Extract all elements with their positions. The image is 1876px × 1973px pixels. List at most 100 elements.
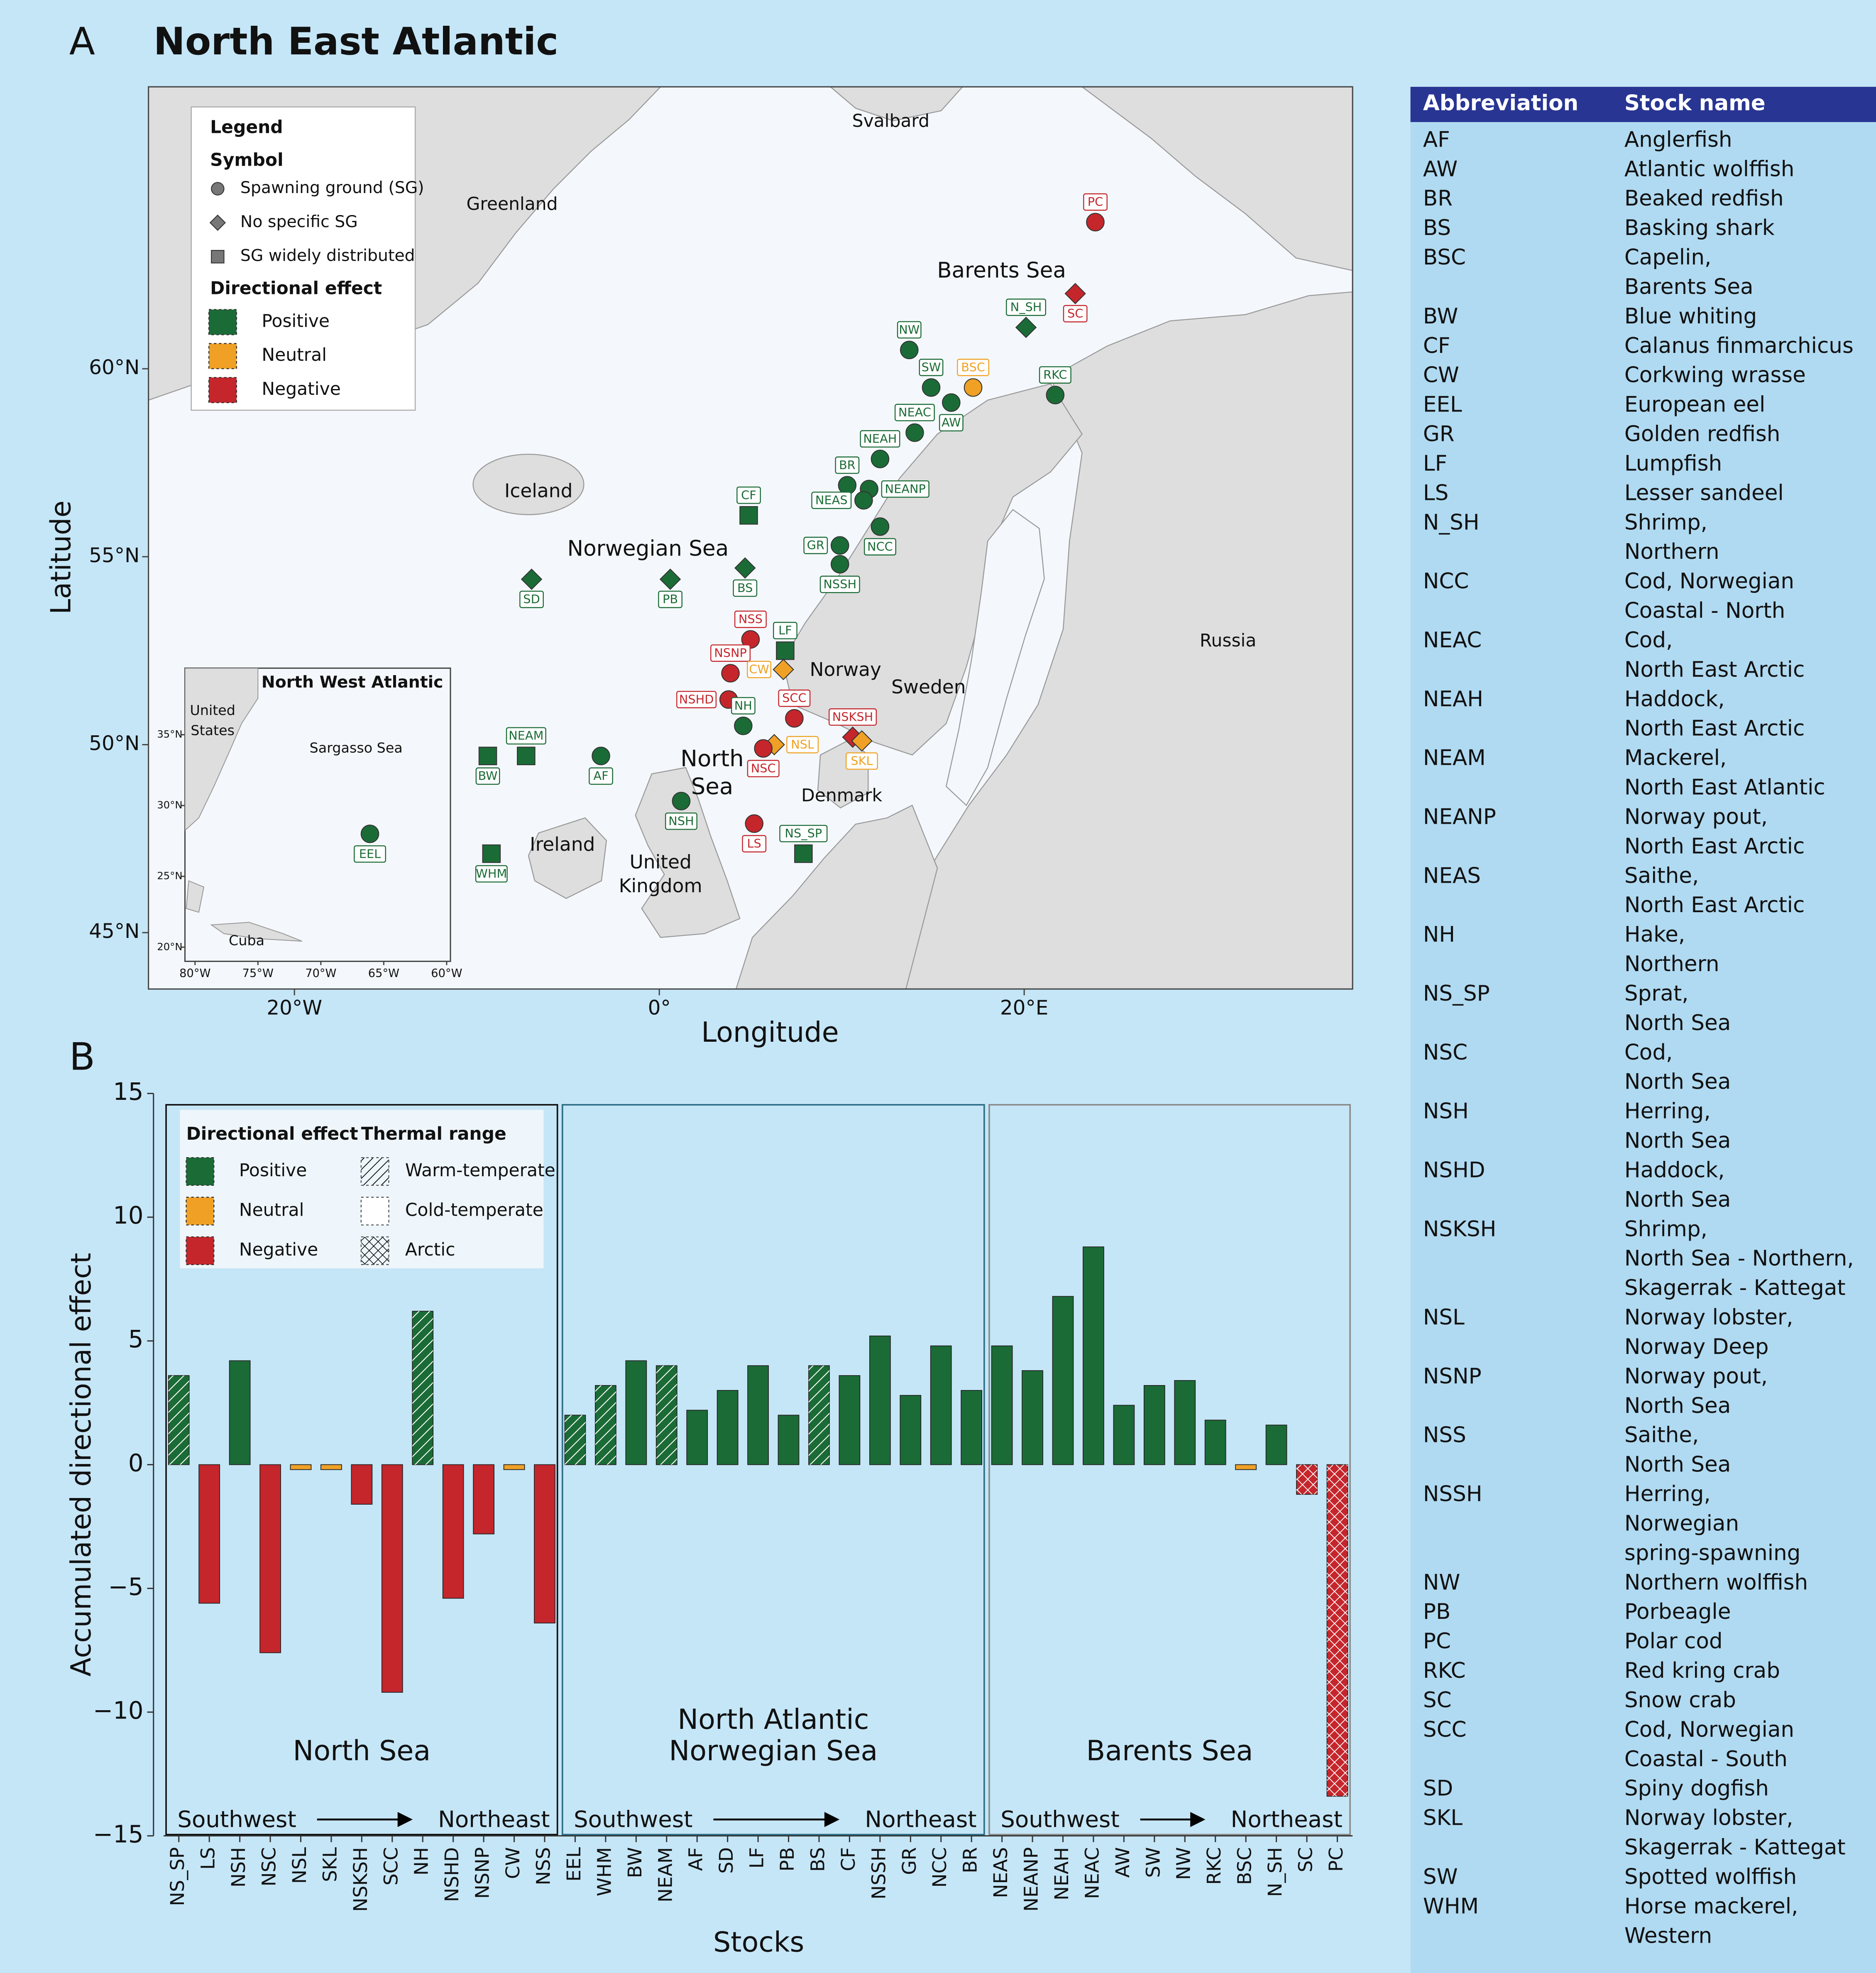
bar [717, 1390, 739, 1465]
stock-label-box [747, 661, 771, 678]
bar [351, 1464, 373, 1505]
y-tick-label: 55°N [89, 544, 139, 567]
table-stock-name: Cod, [1624, 628, 1673, 653]
table-abbreviation: CW [1423, 363, 1459, 388]
stock-label: NEAS [815, 493, 848, 507]
x-tick-label: BSC [1234, 1847, 1256, 1885]
land [186, 880, 205, 913]
region-name: Barents Sea [1086, 1735, 1253, 1767]
place-label: Norway [810, 658, 881, 681]
stock-label-box [881, 480, 929, 498]
direction-from: Southwest [1000, 1806, 1120, 1832]
stock-label-box [475, 865, 508, 883]
bar [961, 1390, 983, 1465]
table-stock-name: Lumpfish [1624, 451, 1722, 476]
bar [778, 1415, 800, 1465]
stock-label: GR [807, 538, 824, 552]
direction-from: Southwest [574, 1806, 693, 1832]
inset-tick-label: 75°W [242, 967, 274, 980]
legend-entry: Negative [262, 379, 340, 399]
place-label: States [191, 722, 235, 738]
bar [534, 1464, 555, 1623]
table-abbreviation: NEAH [1423, 687, 1483, 712]
y-tick-label: 10 [113, 1202, 143, 1229]
place-label: Russia [1200, 631, 1256, 651]
bar [686, 1410, 708, 1465]
place-label: Iceland [504, 480, 573, 502]
inset-tick-label: 25°N [157, 870, 182, 882]
place-label: Sea [691, 773, 734, 799]
x-tick-label: SD [715, 1847, 737, 1874]
bar-hatch [808, 1366, 829, 1465]
bar [747, 1365, 769, 1465]
table-abbreviation: NSL [1423, 1305, 1465, 1330]
stock-label-box [519, 590, 544, 608]
bar [473, 1464, 495, 1535]
place-label: Norwegian Sea [567, 536, 729, 561]
table-stock-name: North Sea [1624, 1452, 1731, 1477]
table-stock-name: Atlantic wolffish [1624, 157, 1795, 181]
stock-label-box [803, 536, 828, 554]
table-stock-name: Herring, [1624, 1482, 1711, 1507]
table-abbreviation: NEAS [1423, 863, 1481, 888]
table-stock-name: Norway lobster, [1624, 1806, 1793, 1831]
table-stock-name: Western [1624, 1923, 1712, 1948]
legend-entry: Negative [239, 1240, 318, 1260]
table-abbreviation: SW [1423, 1864, 1458, 1889]
stock-marker [592, 747, 610, 765]
stock-label: RKC [1043, 368, 1067, 382]
y-tick-label: 5 [128, 1325, 144, 1353]
table-stock-name: Skagerrak - Kattegat [1624, 1275, 1846, 1300]
table-stock-name: spring-spawning [1624, 1540, 1801, 1565]
stock-marker [905, 423, 924, 442]
region-frame [561, 1104, 985, 1836]
bar [290, 1464, 312, 1470]
bar [442, 1464, 464, 1599]
stock-marker [721, 664, 740, 683]
x-tick-label: PC [1325, 1847, 1347, 1872]
place-label: United [190, 702, 235, 718]
stock-marker [922, 378, 941, 397]
stock-label: AF [593, 769, 608, 783]
stock-label: NS_SP [785, 826, 822, 840]
table-stock-name: Norway pout, [1624, 805, 1768, 830]
table-stock-name: Capelin, [1624, 245, 1712, 270]
bar [320, 1464, 342, 1470]
bar [1235, 1464, 1257, 1470]
table-abbreviation: NEAC [1423, 628, 1482, 653]
region-frame [165, 1104, 558, 1836]
stock-label-box [819, 575, 860, 593]
place-label: Sargasso Sea [310, 740, 403, 756]
x-tick-label: EEL [563, 1847, 585, 1881]
table-stock-name: Mackerel, [1624, 746, 1727, 771]
table-stock-name: Barents Sea [1624, 274, 1754, 299]
y-tick-label: 45°N [89, 920, 139, 943]
x-tick-label: NS_SP [166, 1847, 188, 1906]
region-name: Norwegian Sea [669, 1735, 878, 1767]
stock-label-box [736, 486, 761, 504]
stock-marker [745, 814, 763, 833]
stock-marker [734, 717, 753, 735]
stock-label: NEAH [863, 431, 897, 446]
stock-marker [851, 730, 873, 752]
stock-label-box [710, 644, 751, 662]
table-stock-name: Shrimp, [1624, 1217, 1707, 1241]
stock-marker [942, 393, 961, 412]
stock-label: PC [1088, 195, 1103, 209]
stock-marker [672, 792, 691, 810]
table-abbreviation: BR [1423, 186, 1453, 211]
stock-label-box [811, 492, 852, 509]
legend-entry: Arctic [405, 1240, 455, 1260]
stock-label-box [475, 767, 500, 785]
table-abbreviation: NCC [1423, 569, 1469, 594]
stock-marker [964, 378, 983, 397]
stock-marker [773, 658, 794, 681]
panel-label: B [69, 1035, 95, 1079]
x-tick-label: RKC [1203, 1847, 1225, 1885]
legend-title: Thermal range [361, 1124, 506, 1144]
stock-marker [871, 517, 890, 536]
stock-label-box [939, 414, 964, 432]
table-stock-name: Northern [1624, 539, 1719, 564]
bar [1143, 1385, 1165, 1465]
